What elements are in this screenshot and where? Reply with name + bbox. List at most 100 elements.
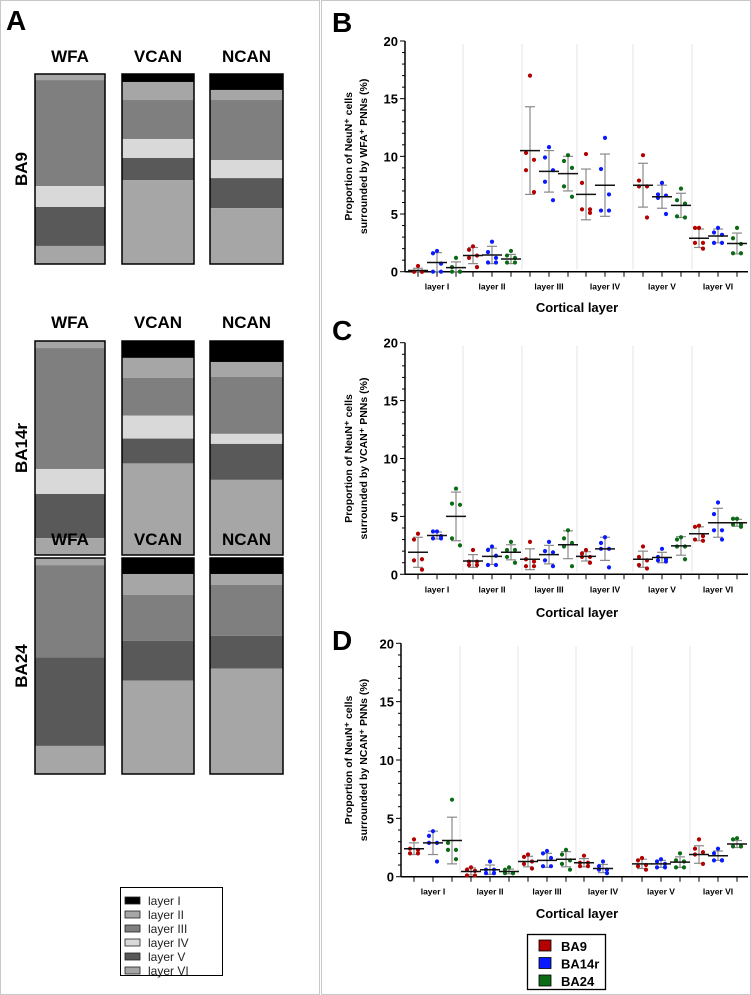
data-point	[411, 837, 417, 842]
data-point	[730, 837, 736, 842]
series-ba9	[408, 73, 709, 274]
y-axis-title-line1: Proportion of NeuN⁺ cells	[343, 696, 355, 825]
layer-band-layer-vi	[210, 208, 283, 264]
data-point	[654, 859, 660, 864]
series-ba24	[446, 153, 747, 274]
data-point	[527, 539, 533, 544]
stain-header: NCAN	[222, 313, 271, 332]
layer-band-layer-ii	[210, 89, 283, 101]
layer-band-layer-vi	[210, 668, 283, 774]
layer-band-layer-i	[210, 74, 283, 90]
y-tick-label: 5	[387, 811, 394, 826]
layer-band-layer-vi	[210, 479, 283, 555]
layer-band-layer-iii	[210, 585, 283, 636]
layer-band-layer-iv	[122, 138, 194, 158]
stain-header: VCAN	[134, 313, 182, 332]
data-point	[604, 871, 610, 876]
x-tick-label: layer V	[647, 887, 675, 897]
data-point	[565, 528, 571, 533]
data-point	[466, 255, 472, 260]
data-point	[587, 207, 593, 212]
data-point	[730, 516, 736, 521]
data-point	[457, 269, 463, 274]
data-point	[654, 865, 660, 870]
layer-band-layer-ii	[122, 573, 194, 595]
data-point	[415, 531, 421, 536]
data-point	[474, 562, 480, 568]
legend-label: layer VI	[148, 964, 189, 978]
data-point	[715, 500, 721, 505]
data-point	[577, 864, 583, 869]
column-border	[34, 557, 106, 775]
layer-column-wfa	[34, 73, 106, 265]
layer-band-layer-v	[35, 207, 105, 246]
data-point	[700, 533, 706, 539]
x-tick-label: layer VI	[703, 584, 733, 594]
stain-header: WFA	[51, 313, 89, 332]
data-point	[677, 851, 683, 856]
x-tick-label: layer II	[479, 584, 506, 594]
data-point	[579, 551, 585, 556]
data-point	[419, 557, 425, 562]
data-point	[700, 246, 706, 251]
x-tick-label: layer III	[532, 887, 561, 897]
layer-band-layer-iii	[35, 565, 105, 658]
data-point	[598, 166, 604, 172]
data-point	[598, 540, 604, 546]
y-tick-label: 5	[391, 509, 398, 524]
x-tick-label: layer V	[648, 584, 676, 594]
y-tick-label: 20	[384, 34, 398, 49]
layer-band-layer-iv	[35, 468, 105, 495]
data-point	[550, 550, 556, 555]
series-ba9	[404, 837, 709, 878]
region-legend: BA9 BA14r BA24	[526, 933, 607, 991]
data-point	[711, 851, 717, 856]
x-tick-label: layer IV	[588, 887, 619, 897]
data-point	[449, 536, 455, 541]
data-point	[457, 543, 463, 548]
data-point	[546, 145, 552, 150]
data-point	[700, 240, 706, 245]
data-point	[587, 210, 593, 215]
layer-column-wfa	[34, 557, 106, 775]
layer-band-layer-iii	[210, 376, 283, 434]
legend-label: layer III	[148, 922, 187, 936]
region-label: BA24	[12, 644, 31, 688]
data-point	[540, 864, 546, 869]
data-point	[585, 864, 591, 869]
data-point	[559, 852, 565, 857]
data-point	[674, 214, 680, 219]
data-point	[508, 539, 514, 544]
legend-label: layer V	[148, 950, 185, 964]
legend-label: layer II	[148, 908, 184, 922]
data-point	[544, 848, 550, 854]
y-tick-label: 15	[384, 92, 398, 107]
series-ba14r	[423, 829, 728, 876]
data-point	[711, 528, 717, 533]
layer-band-layer-iii	[122, 377, 194, 416]
data-point	[561, 184, 567, 189]
data-point	[692, 524, 698, 529]
data-point	[453, 255, 459, 260]
layer-band-layer-vi	[122, 680, 194, 774]
x-tick-label: layer III	[534, 282, 563, 292]
layer-band-layer-vi	[35, 745, 105, 774]
layer-band-layer-v	[210, 178, 283, 209]
x-tick-label: layer VI	[703, 887, 733, 897]
y-tick-label: 5	[391, 207, 398, 222]
layer-band-layer-ii	[122, 357, 194, 378]
x-tick-label: layer I	[425, 282, 450, 292]
data-point	[678, 186, 684, 191]
stain-header: WFA	[51, 47, 89, 66]
y-axis-title-line2: surrounded by WFA⁺ PNNs (%)	[358, 79, 370, 234]
data-point	[596, 864, 602, 869]
column-border	[121, 73, 195, 265]
stain-header: NCAN	[222, 530, 271, 549]
x-tick-label: layer VI	[703, 282, 733, 292]
data-point	[565, 153, 571, 158]
legend-swatch	[538, 957, 552, 969]
data-point	[438, 269, 444, 274]
y-tick-label: 10	[384, 149, 398, 164]
legend-swatch	[124, 896, 141, 905]
